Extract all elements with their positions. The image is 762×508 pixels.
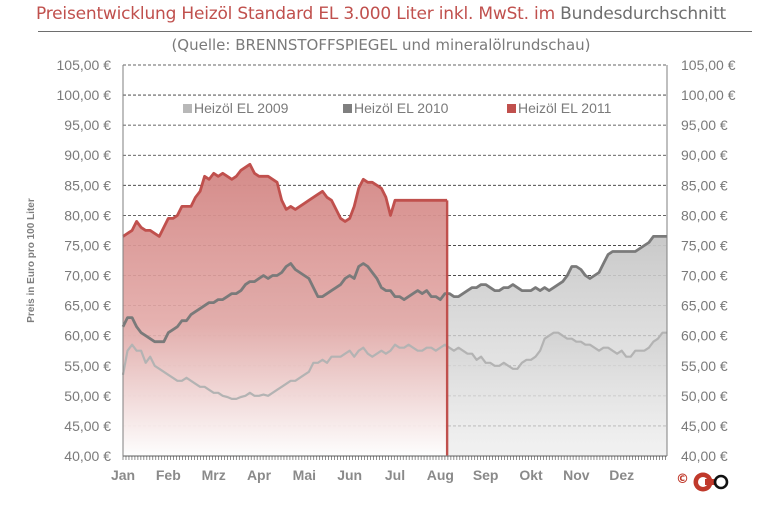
area-2011 <box>123 164 448 457</box>
y-tick-label-left: 55,00 € <box>64 358 111 374</box>
x-minor-ticks <box>122 456 666 460</box>
y-tick-label-right: 105,00 € <box>681 57 736 73</box>
y-tick-label-right: 100,00 € <box>681 87 736 103</box>
copyright-symbol: © <box>676 472 689 487</box>
line-2009 <box>121 331 667 400</box>
y-tick-label-left: 65,00 € <box>64 298 111 314</box>
series-lines <box>121 162 667 456</box>
y-tick-label-left: 50,00 € <box>64 388 111 404</box>
y-tick-label-left: 75,00 € <box>64 237 111 253</box>
legend-label: Heizöl EL 2011 <box>518 100 612 116</box>
y-tick-label-left: 40,00 € <box>64 448 111 464</box>
line-2010 <box>121 235 667 344</box>
x-tick-label: Apr <box>247 467 272 483</box>
x-tick-label: Jul <box>385 467 405 483</box>
y-tick-label-right: 80,00 € <box>681 207 728 223</box>
legend-swatch <box>343 104 352 113</box>
y-tick-label-right: 85,00 € <box>681 177 728 193</box>
axes: 40,00 € 40,00 € 45,00 € 45,00 € 50,00 € 50,00… <box>26 57 736 483</box>
x-tick-label: Sep <box>473 467 499 483</box>
y-tick-label-right: 95,00 € <box>681 117 728 133</box>
y-tick-label-right: 70,00 € <box>681 268 728 284</box>
legend: Heizöl EL 2009 Heizöl EL 2010 Heizöl EL 20… <box>183 100 612 116</box>
y-tick-label-left: 80,00 € <box>64 207 111 223</box>
legend-label: Heizöl EL 2010 <box>354 100 449 116</box>
y-tick-label-left: 100,00 € <box>57 87 112 103</box>
series-areas <box>123 164 667 457</box>
x-tick-label: Jun <box>337 467 362 483</box>
y-tick-label-left: 45,00 € <box>64 418 111 434</box>
legend-label: Heizöl EL 2009 <box>194 100 289 116</box>
chart-title: Preisentwicklung Heizöl Standard EL 3.00… <box>0 4 762 24</box>
y-tick-label-left: 85,00 € <box>64 177 111 193</box>
x-tick-label: Nov <box>563 467 590 483</box>
x-tick-label: Mrz <box>202 467 226 483</box>
title-divider <box>38 31 752 32</box>
y-tick-label-right: 40,00 € <box>681 448 728 464</box>
y-tick-label-right: 75,00 € <box>681 237 728 253</box>
x-tick-label: Aug <box>427 467 454 483</box>
line-2011 <box>122 162 448 238</box>
title-main: Preisentwicklung Heizöl Standard EL 3.00… <box>36 4 555 24</box>
y-tick-label-left: 90,00 € <box>64 147 111 163</box>
y-tick-label-left: 95,00 € <box>64 117 111 133</box>
y-axis-title: Preis in Euro pro 100 Liter <box>26 198 37 323</box>
y-tick-label-right: 60,00 € <box>681 328 728 344</box>
ceo-logo <box>693 472 729 492</box>
y-tick-label-right: 65,00 € <box>681 298 728 314</box>
x-tick-label: Okt <box>519 467 543 483</box>
y-tick-label-right: 55,00 € <box>681 358 728 374</box>
chart-subtitle: (Quelle: BRENNSTOFFSPIEGEL und mineralöl… <box>171 36 591 54</box>
x-tick-label: Mai <box>293 467 316 483</box>
y-tick-label-right: 45,00 € <box>681 418 728 434</box>
y-tick-label-right: 50,00 € <box>681 388 728 404</box>
x-tick-label: Feb <box>156 467 181 483</box>
x-tick-label: Jan <box>111 467 135 483</box>
title-suffix: Bundesdurchschnitt <box>560 4 726 24</box>
x-tick-label: Dez <box>609 467 634 483</box>
y-tick-label-left: 70,00 € <box>64 268 111 284</box>
y-tick-label-right: 90,00 € <box>681 147 728 163</box>
legend-swatch <box>183 104 192 113</box>
legend-swatch <box>507 104 516 113</box>
y-tick-label-left: 105,00 € <box>57 57 112 73</box>
y-tick-label-left: 60,00 € <box>64 328 111 344</box>
